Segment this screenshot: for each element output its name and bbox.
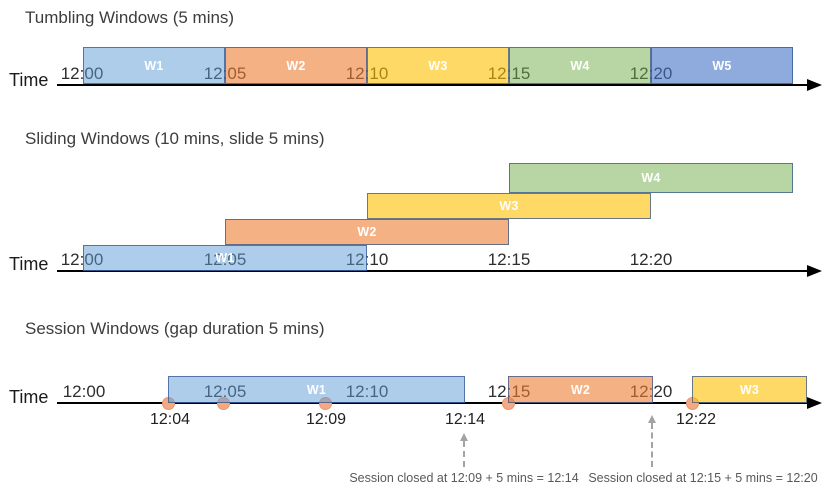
window-bar-w1: W1 (83, 245, 367, 271)
window-bar-w3: W3 (692, 376, 807, 403)
window-label: W1 (144, 58, 164, 73)
tumbling-windows-title: Tumbling Windows (5 mins) (25, 8, 235, 27)
window-label: W4 (641, 171, 661, 185)
window-label: W3 (428, 58, 448, 73)
window-bar-w4: W4 (509, 163, 793, 193)
axis-arrowhead-icon (807, 264, 822, 277)
time-axis-line (57, 270, 808, 272)
window-label: W2 (570, 382, 591, 397)
arrow-stem (651, 423, 653, 467)
event-time-label: 12:22 (675, 411, 717, 428)
window-bar-w1: W1 (83, 47, 225, 84)
time-axis-label-tumbling: Time (9, 70, 49, 90)
window-label: W3 (499, 199, 519, 213)
window-bar-w2: W2 (508, 376, 653, 403)
window-bar-w4: W4 (509, 47, 651, 84)
window-label: W1 (306, 382, 327, 397)
arrow-head-icon (647, 415, 656, 423)
window-bar-w2: W2 (225, 47, 367, 84)
session-windows-title: Session Windows (gap duration 5 mins) (25, 319, 325, 338)
arrow-stem (463, 441, 465, 467)
event-time-label: 12:14 (444, 411, 486, 428)
event-time-label: 12:04 (149, 411, 191, 428)
window-label: W5 (712, 58, 732, 73)
window-bar-w2: W2 (225, 219, 509, 245)
session-close-note-2: Session closed at 12:15 + 5 mins = 12:20 (588, 471, 818, 485)
time-axis-label-session: Time (9, 387, 49, 407)
window-label: W2 (286, 58, 306, 73)
axis-arrowhead-icon (807, 78, 822, 91)
time-axis-line (57, 84, 808, 86)
session-close-note-1: Session closed at 12:09 + 5 mins = 12:14 (349, 471, 579, 485)
window-bar-w5: W5 (651, 47, 793, 84)
window-label: W3 (739, 382, 760, 397)
axis-arrowhead-icon (807, 396, 822, 409)
window-label: W2 (357, 225, 377, 239)
sliding-windows-title: Sliding Windows (10 mins, slide 5 mins) (25, 129, 325, 148)
window-label: W1 (215, 251, 235, 265)
event-time-label: 12:09 (305, 411, 347, 428)
time-axis-line (57, 402, 808, 404)
window-bar-w1: W1 (168, 376, 465, 403)
window-bar-w3: W3 (367, 47, 509, 84)
time-axis-label-sliding: Time (9, 254, 49, 274)
tick-label: 12:00 (62, 382, 106, 401)
window-bar-w3: W3 (367, 193, 651, 219)
window-label: W4 (570, 58, 590, 73)
tick-label: 12:15 (487, 250, 531, 269)
tick-label: 12:20 (629, 250, 673, 269)
arrow-head-icon (459, 433, 468, 441)
